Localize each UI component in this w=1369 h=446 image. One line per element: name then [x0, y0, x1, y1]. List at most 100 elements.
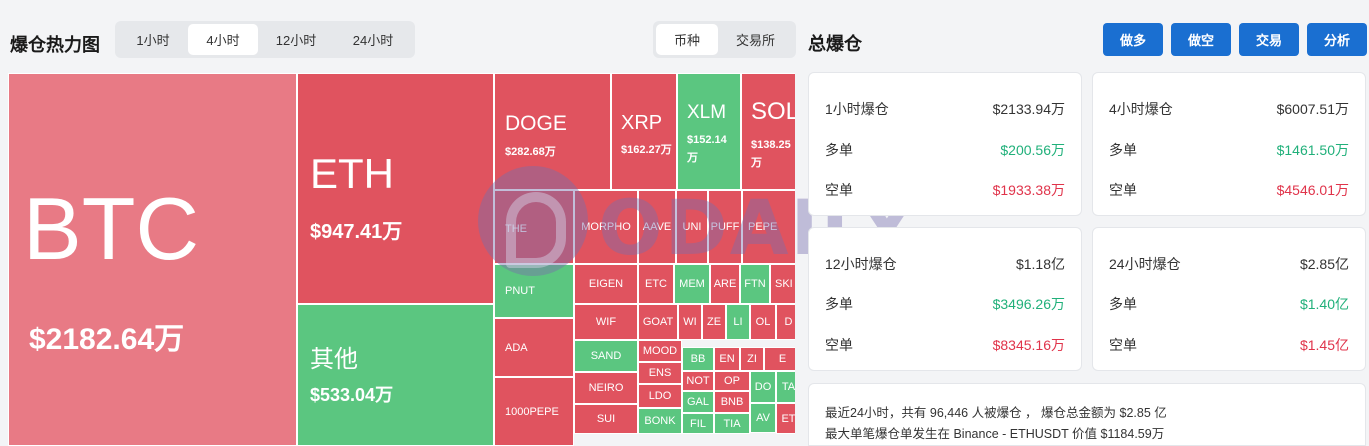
tile-name: EIGEN	[588, 278, 624, 290]
tile-neiro[interactable]: NEIRO	[574, 372, 638, 404]
tile-uni[interactable]: UNI	[676, 190, 708, 264]
tile-fil[interactable]: FIL	[682, 413, 714, 434]
short-button[interactable]: 做空	[1171, 23, 1231, 56]
tile-morpho[interactable]: MORPHO	[574, 190, 638, 264]
tile-xrp[interactable]: XRP $162.27万	[611, 73, 677, 190]
tile-xlm[interactable]: XLM $152.14万	[677, 73, 741, 190]
card-label: 24小时爆仓	[1109, 256, 1181, 272]
tile-gal[interactable]: GAL	[682, 391, 714, 413]
card-1h: 1小时爆仓 $2133.94万 多单 $200.56万 空单 $1933.38万	[808, 72, 1082, 216]
short-value: $1.45亿	[1299, 337, 1349, 353]
tile-et[interactable]: ET	[776, 403, 795, 434]
tab-24h[interactable]: 24小时	[352, 33, 394, 48]
tile-name: ZI	[747, 353, 757, 365]
summary-title: 总爆仓	[808, 34, 862, 54]
tile-av[interactable]: AV	[750, 403, 776, 433]
tab-12h[interactable]: 12小时	[275, 33, 317, 48]
tile-goat[interactable]: GOAT	[638, 304, 678, 340]
tile-aave[interactable]: AAVE	[638, 190, 676, 264]
tile-do[interactable]: DO	[750, 371, 776, 403]
tile-name: AAVE	[642, 221, 672, 233]
analysis-button[interactable]: 分析	[1307, 23, 1367, 56]
tile-sol-name: SOL	[751, 98, 795, 125]
tile-wif[interactable]: WIF	[574, 304, 638, 340]
tile-name: UNI	[682, 221, 702, 233]
tile-doge-value: $282.68万	[505, 146, 556, 158]
tab-1h[interactable]: 1小时	[136, 33, 170, 48]
tile-name: BB	[690, 353, 706, 365]
tab-exchange[interactable]: 交易所	[735, 33, 775, 48]
tile-btc-name: BTC	[23, 179, 199, 278]
long-button[interactable]: 做多	[1103, 23, 1163, 56]
tile-bb[interactable]: BB	[682, 347, 714, 371]
long-label: 多单	[1109, 142, 1137, 158]
tile-name: ZE	[706, 316, 722, 328]
tile-zi[interactable]: ZI	[740, 347, 764, 371]
tile-ze[interactable]: ZE	[702, 304, 726, 340]
note-line-2: 最大单笔爆仓单发生在 Binance - ETHUSDT 价值 $1184.59…	[825, 427, 1165, 441]
long-value: $1.40亿	[1299, 296, 1349, 312]
tile-name: TA	[781, 381, 795, 393]
tile-not[interactable]: NOT	[682, 371, 714, 391]
tile-the[interactable]: THE	[494, 190, 574, 264]
tile-bnb[interactable]: BNB	[714, 391, 750, 413]
tile-sui[interactable]: SUI	[574, 404, 638, 434]
tile-mem[interactable]: MEM	[674, 264, 710, 304]
tile-name: ETC	[645, 278, 667, 290]
tile-li[interactable]: LI	[726, 304, 750, 340]
time-range-tabs: 1小时 4小时 12小时 24小时	[115, 21, 415, 58]
tile-are[interactable]: ARE	[710, 264, 740, 304]
tile-btc-value: $2182.64万	[29, 323, 185, 356]
tile-puff[interactable]: PUFF	[708, 190, 742, 264]
tile-e[interactable]: E	[764, 347, 795, 371]
card-label: 4小时爆仓	[1109, 101, 1173, 117]
tile-name: FTN	[744, 278, 766, 290]
tile-name: ARE	[713, 278, 737, 290]
tile-op[interactable]: OP	[714, 371, 750, 391]
tile-name: E	[778, 353, 787, 365]
tile-name: THE	[505, 223, 527, 235]
tile-other-value: $533.04万	[310, 385, 394, 405]
tile-pnut[interactable]: PNUT	[494, 264, 574, 318]
tile-mood[interactable]: MOOD	[638, 340, 682, 362]
tile-name: SKI	[775, 278, 793, 290]
note-line-1: 最近24小时，共有 96,446 人被爆仓 ， 爆仓总金额为 $2.85 亿	[825, 406, 1167, 420]
short-value: $4546.01万	[1276, 182, 1349, 198]
card-4h: 4小时爆仓 $6007.51万 多单 $1461.50万 空单 $4546.01万	[1092, 72, 1366, 216]
tile-ldo[interactable]: LDO	[638, 384, 682, 408]
long-value: $1461.50万	[1276, 142, 1349, 158]
tile-eth[interactable]: ETH $947.41万	[297, 73, 494, 304]
tile-eth-value: $947.41万	[310, 221, 403, 243]
tile-wi[interactable]: WI	[678, 304, 702, 340]
tile-1000pepe[interactable]: 1000PEPE	[494, 377, 574, 446]
tile-name: SAND	[590, 350, 622, 362]
tile-name: WIF	[595, 316, 617, 328]
tile-ada[interactable]: ADA	[494, 318, 574, 377]
tile-sand[interactable]: SAND	[574, 340, 638, 372]
tile-ski[interactable]: SKI	[770, 264, 795, 304]
tile-bonk[interactable]: BONK	[638, 408, 682, 434]
tile-ol[interactable]: OL	[750, 304, 776, 340]
tile-en[interactable]: EN	[714, 347, 740, 371]
tile-btc[interactable]: BTC $2182.64万	[8, 73, 297, 446]
tile-name: AV	[756, 412, 770, 424]
tab-4h[interactable]: 4小时	[188, 24, 258, 55]
tile-pepe[interactable]: PEPE	[742, 190, 795, 264]
tile-ta[interactable]: TA	[776, 371, 795, 403]
tile-name: OL	[755, 316, 771, 328]
tile-eigen[interactable]: EIGEN	[574, 264, 638, 304]
tile-name: TIA	[723, 417, 741, 430]
long-label: 多单	[825, 296, 853, 312]
card-total: $2133.94万	[992, 101, 1065, 117]
tile-name: D	[784, 316, 793, 328]
tile-tia[interactable]: TIA	[714, 413, 750, 434]
tile-other[interactable]: 其他 $533.04万	[297, 304, 494, 446]
tile-etc[interactable]: ETC	[638, 264, 674, 304]
tile-doge[interactable]: DOGE $282.68万	[494, 73, 611, 190]
trade-button[interactable]: 交易	[1239, 23, 1299, 56]
tab-coin[interactable]: 币种	[656, 24, 718, 55]
tile-d[interactable]: D	[776, 304, 795, 340]
tile-sol[interactable]: SOL $138.25万	[741, 73, 795, 190]
tile-ftn[interactable]: FTN	[740, 264, 770, 304]
tile-ens[interactable]: ENS	[638, 362, 682, 384]
